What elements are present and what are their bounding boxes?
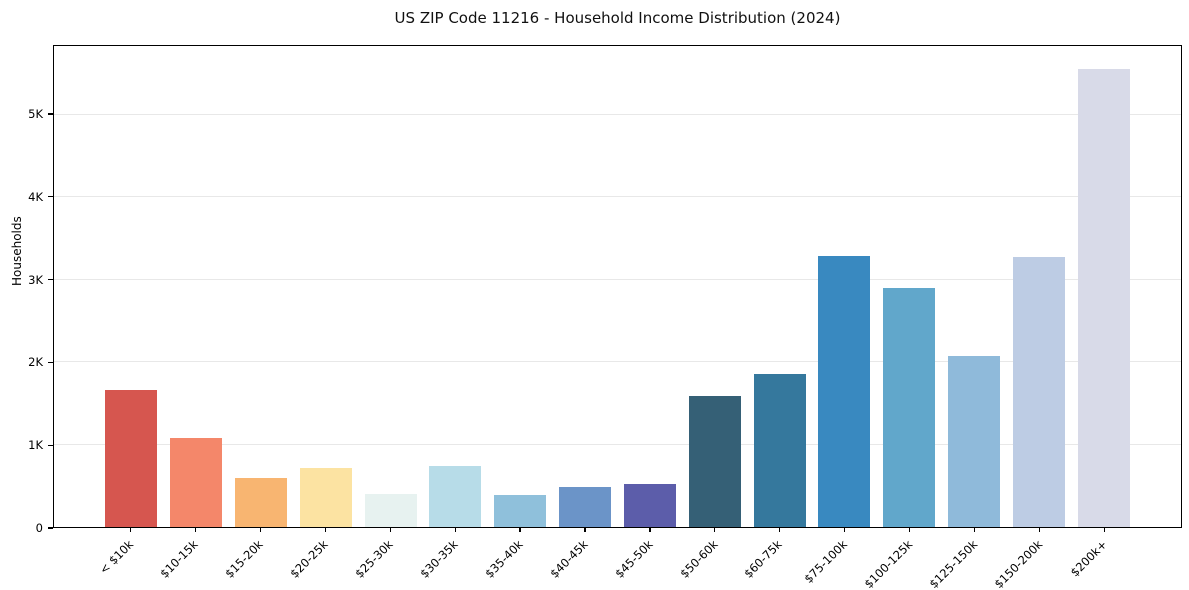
x-tick-label: $25-30k: [351, 537, 396, 581]
y-tick-mark: [48, 113, 53, 115]
y-tick-mark: [48, 196, 53, 198]
bar-200k: [1077, 69, 1130, 527]
y-tick-label: 4K: [28, 189, 43, 204]
bar-slot: [423, 46, 488, 527]
bar-150-200k: [1012, 256, 1065, 527]
x-tick-mark: [259, 528, 261, 532]
bar-slot: [358, 46, 423, 527]
bar-60-75k: [753, 373, 806, 527]
y-axis: 0 1K 2K 3K 4K 5K: [0, 45, 53, 535]
x-tick-mark: [1038, 528, 1041, 532]
x-tick-mark: [389, 528, 391, 532]
x-tick-label: $50-60k: [676, 537, 721, 581]
bar-slot: [1006, 46, 1071, 527]
x-tick-mark: [714, 528, 716, 532]
x-tick-label: $125-150k: [926, 537, 980, 590]
x-tick-mark: [519, 528, 521, 532]
y-tick-mark: [48, 278, 53, 281]
bar-slot: [942, 46, 1007, 527]
bar-slot: [618, 46, 683, 527]
bar-125-150k: [947, 356, 1000, 527]
gridline: [54, 361, 1181, 363]
x-tick-label: < $10k: [96, 537, 136, 577]
x-tick-mark: [129, 528, 132, 532]
x-tick-mark: [844, 528, 846, 532]
x-tick-mark: [194, 528, 196, 532]
bar-slot: [488, 46, 553, 527]
x-tick-label: $200k+: [1067, 537, 1110, 580]
bar-slot: [553, 46, 618, 527]
x-tick-mark: [909, 528, 911, 532]
bar-20-25k: [299, 467, 352, 527]
x-tick-mark: [324, 528, 326, 532]
bars-layer: [54, 46, 1181, 527]
bar-30-35k: [429, 465, 482, 527]
x-tick-mark: [649, 528, 651, 532]
x-tick-mark: [779, 528, 781, 532]
x-tick-label: $20-25k: [287, 537, 331, 581]
x-tick-label: $75-100k: [801, 537, 850, 586]
bar-25-30k: [364, 494, 417, 527]
chart-title: US ZIP Code 11216 - Household Income Dis…: [394, 9, 841, 27]
x-tick-label: $30-35k: [416, 537, 461, 581]
x-tick-label: $100-125k: [861, 537, 915, 590]
gridline: [54, 443, 1181, 445]
bar-40-45k: [559, 487, 612, 527]
x-axis: < $10k $10-15k $15-20k $20-25k $25-30k $30-35…: [53, 528, 1182, 590]
y-tick-mark: [48, 527, 53, 529]
bar-75-100k: [818, 255, 871, 527]
gridline: [54, 196, 1181, 198]
bar-slot: [747, 46, 812, 527]
bar-10-15k: [170, 437, 223, 527]
y-tick-label: 0: [35, 521, 43, 535]
bar-slot: [812, 46, 877, 527]
gridline: [54, 278, 1181, 280]
y-tick-label: 1K: [28, 438, 43, 453]
x-tick-mark: [454, 528, 456, 532]
bar-slot: [99, 46, 164, 527]
x-tick-label: $60-75k: [741, 537, 786, 581]
bar-slot: [877, 46, 942, 527]
x-tick-label: $40-45k: [546, 537, 591, 581]
x-tick-label: $45-50k: [611, 537, 656, 581]
x-tick-label: $10-15k: [157, 537, 201, 581]
x-tick-label: $35-40k: [481, 537, 526, 581]
y-tick-mark: [48, 444, 53, 446]
bar-slot: [682, 46, 747, 527]
bar-slot: [293, 46, 358, 527]
y-tick-mark: [48, 361, 53, 363]
bar-10k: [105, 390, 158, 527]
gridline: [54, 113, 1181, 115]
x-tick-label: $150-200k: [991, 537, 1045, 590]
bar-100-125k: [883, 287, 936, 527]
bar-15-20k: [235, 478, 288, 527]
bar-50-60k: [688, 395, 741, 527]
y-tick-label: 5K: [28, 106, 43, 121]
y-tick-label: 2K: [28, 355, 43, 370]
bar-slot: [1071, 46, 1136, 527]
y-tick-label: 3K: [28, 272, 43, 287]
plot-area: [53, 45, 1182, 528]
x-tick-label: $15-20k: [222, 537, 266, 581]
bar-45-50k: [623, 483, 676, 527]
x-tick-mark: [584, 528, 586, 532]
x-tick-mark: [1103, 528, 1106, 532]
x-tick-mark: [974, 528, 976, 532]
bar-slot: [164, 46, 229, 527]
bar-slot: [229, 46, 294, 527]
bar-35-40k: [494, 495, 547, 527]
